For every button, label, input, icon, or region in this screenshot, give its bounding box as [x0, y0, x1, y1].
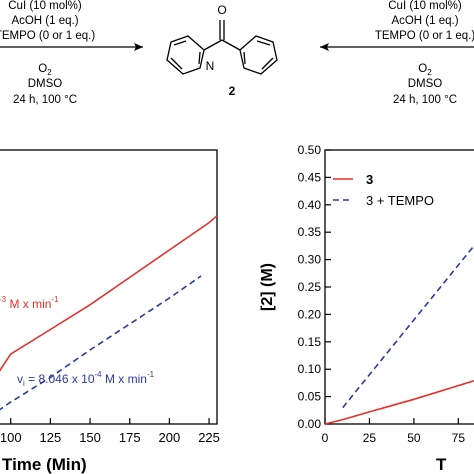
right-time-temp: 24 h, 100 °C	[393, 94, 457, 106]
right-series-line-3	[324, 379, 474, 425]
nitrogen-atom-label: N	[206, 59, 215, 73]
right-y-tick-label: 0.15	[298, 335, 322, 349]
product-number-label: 2	[229, 84, 236, 98]
left-plot-series	[0, 215, 218, 411]
left-conditions: CuI (10 mol%) AcOH (1 eq.) TEMPO (0 or 1…	[0, 0, 95, 106]
right-plot-series	[324, 244, 474, 425]
right-condition-line-3: TEMPO (0 or 1 eq.)	[375, 30, 474, 42]
left-series-line-3	[0, 215, 218, 372]
right-x-tick-label: 75	[452, 431, 466, 445]
nitrogen-label-background	[205, 58, 216, 71]
pyridine-double-bond-1	[173, 40, 187, 46]
right-conditions: CuI (10 mol%) AcOH (1 eq.) TEMPO (0 or 1…	[375, 0, 474, 106]
right-y-tick-label: 0.50	[298, 143, 322, 157]
right-condition-line-2: AcOH (1 eq.)	[391, 15, 458, 27]
right-arrow	[320, 43, 474, 51]
phenyl-double-bond-2	[261, 57, 274, 70]
left-condition-line-2: AcOH (1 eq.)	[11, 15, 78, 27]
left-plot-annotations: -3 M x min-1 vi = 8.046 x 10-4 M x min-1	[0, 295, 155, 388]
right-y-tick-label: 0.00	[298, 417, 322, 431]
right-x-tick-label: 50	[407, 431, 421, 445]
pyridine-ring	[166, 35, 205, 75]
left-arrow	[0, 43, 143, 51]
right-y-tick-label: 0.20	[298, 307, 322, 321]
left-x-tick-label: 100	[0, 430, 22, 445]
rate-label-3: -3 M x min-1	[0, 295, 59, 311]
oxygen-atom-label: O	[217, 3, 226, 17]
left-x-tick-label: 175	[119, 430, 141, 445]
left-condition-line-3: TEMPO (0 or 1 eq.)	[0, 30, 95, 42]
right-plot-frame	[324, 149, 474, 425]
right-y-tick-label: 0.30	[298, 253, 322, 267]
left-x-tick-label: 225	[198, 430, 220, 445]
right-condition-line-1: CuI (10 mol%)	[388, 0, 462, 12]
phenyl-ring	[239, 35, 278, 75]
right-plot: 0 25 50 75 0.00 0.05 0.10 0.15 0.20 0.25 0.30 0.35 0…	[259, 143, 474, 474]
right-solvent: DMSO	[408, 78, 443, 90]
pyridine-double-bond-3	[198, 51, 201, 65]
left-plot: 100 125 150 175 200 225 -3 M x min-1 vi = 8.0…	[0, 149, 220, 474]
right-y-tick-label: 0.35	[298, 225, 322, 239]
left-solvent: DMSO	[28, 78, 63, 90]
carbonyl-bond-right	[221, 39, 241, 51]
right-y-tick-label: 0.45	[298, 170, 322, 184]
right-o2-label: O2	[418, 63, 432, 77]
right-x-tick-label: 0	[322, 431, 329, 445]
left-time-temp: 24 h, 100 °C	[13, 94, 77, 106]
right-y-axis-label: [2] (M)	[259, 263, 276, 311]
right-plot-legend: 3 3 + TEMPO	[333, 172, 434, 208]
reaction-scheme: CuI (10 mol%) AcOH (1 eq.) TEMPO (0 or 1…	[0, 0, 474, 106]
legend-label-3: 3	[366, 172, 373, 187]
phenyl-double-bond-1	[256, 40, 271, 46]
right-plot-tick-labels: 0 25 50 75 0.00 0.05 0.10 0.15 0.20 0.25 0.30 0.35 0…	[298, 143, 466, 445]
left-plot-frame	[0, 149, 218, 425]
right-y-tick-label: 0.05	[298, 390, 322, 404]
left-x-axis-label: Time (Min)	[2, 455, 87, 474]
left-plot-tick-labels: 100 125 150 175 200 225	[0, 430, 220, 445]
right-y-tick-label: 0.25	[298, 280, 322, 294]
oxygen-label-background	[216, 2, 228, 17]
left-x-tick-label: 125	[40, 430, 62, 445]
right-plot-ticks	[324, 149, 459, 425]
product-molecule	[166, 20, 278, 75]
right-x-tick-label: 25	[363, 431, 377, 445]
left-x-tick-label: 200	[159, 430, 181, 445]
rate-label-tempo: vi = 8.046 x 10-4 M x min-1	[17, 370, 155, 388]
pyridine-double-bond-2	[170, 57, 183, 70]
legend-label-tempo: 3 + TEMPO	[366, 193, 434, 208]
left-series-line-tempo	[0, 275, 202, 411]
right-y-tick-label: 0.10	[298, 362, 322, 376]
left-x-tick-label: 150	[79, 430, 101, 445]
right-series-line-tempo	[342, 244, 474, 409]
right-y-tick-label: 0.40	[298, 198, 322, 212]
carbonyl-bond-left	[203, 39, 223, 51]
left-condition-line-1: CuI (10 mol%)	[8, 0, 82, 12]
phenyl-double-bond-3	[243, 51, 246, 65]
left-plot-ticks	[10, 418, 210, 424]
right-x-axis-label: T	[436, 455, 447, 474]
left-o2-label: O2	[38, 63, 52, 77]
